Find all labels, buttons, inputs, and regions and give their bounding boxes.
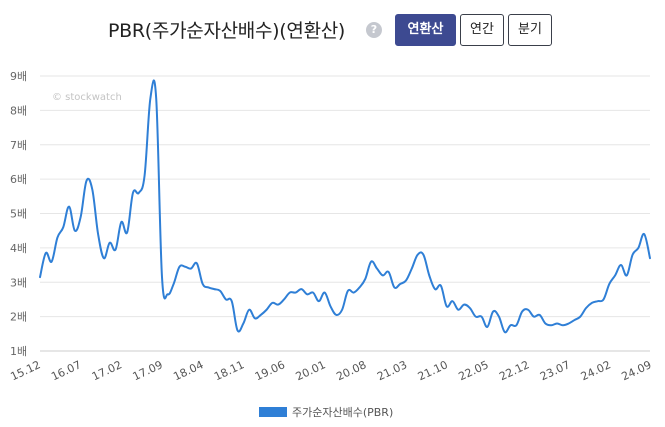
watermark: © stockwatch (52, 92, 122, 103)
x-tick-label: 21.03 (375, 358, 409, 383)
x-tick-label: 17.02 (90, 358, 124, 383)
x-tick-label: 18.04 (171, 358, 205, 383)
x-tick-label: 21.10 (416, 358, 450, 383)
y-tick-label: 7배 (10, 139, 27, 152)
y-tick-label: 2배 (10, 311, 27, 324)
legend-label: 주가순자산배수(PBR) (292, 406, 394, 419)
y-tick-label: 9배 (10, 70, 27, 83)
legend[interactable]: 주가순자산배수(PBR) (259, 404, 393, 420)
y-tick-label: 6배 (10, 173, 27, 186)
period-button-annual[interactable]: 연간 (460, 14, 504, 46)
chart-title: PBR(주가순자산배수)(연환산) (108, 20, 346, 42)
y-axis-ticks: 1배 2배 3배 4배 5배 6배 7배 8배 9배 (10, 70, 27, 358)
y-tick-label: 1배 (10, 345, 27, 358)
x-axis-ticks: 15.12 16.07 17.02 17.09 18.04 18.11 19.06 20.01… (8, 358, 653, 383)
y-tick-label: 5배 (10, 208, 27, 221)
x-tick-label: 15.12 (8, 358, 42, 383)
help-icon[interactable]: ? (366, 22, 382, 38)
y-tick-label: 8배 (10, 104, 27, 117)
x-tick-label: 18.11 (212, 358, 246, 383)
x-tick-label: 20.01 (294, 358, 328, 383)
legend-swatch (259, 407, 287, 417)
x-tick-label: 19.06 (253, 358, 287, 383)
grid-lines (40, 75, 650, 318)
x-tick-label: 23.07 (538, 358, 572, 383)
chart-header: PBR(주가순자산배수)(연환산) ? 연환산 연간 분기 (0, 12, 665, 52)
x-tick-label: 22.05 (457, 358, 491, 383)
pbr-series-line (39, 79, 651, 334)
x-tick-label: 22.12 (497, 358, 531, 383)
x-tick-label: 24.02 (579, 358, 613, 383)
x-tick-label: 16.07 (49, 358, 83, 383)
y-tick-label: 4배 (10, 242, 27, 255)
x-tick-label: 24.09 (619, 358, 653, 383)
x-tick-label: 17.09 (131, 358, 165, 383)
period-button-annualized[interactable]: 연환산 (395, 14, 456, 46)
x-tick-label: 20.08 (334, 358, 368, 383)
y-tick-label: 3배 (10, 276, 27, 289)
period-button-quarterly[interactable]: 분기 (508, 14, 552, 46)
